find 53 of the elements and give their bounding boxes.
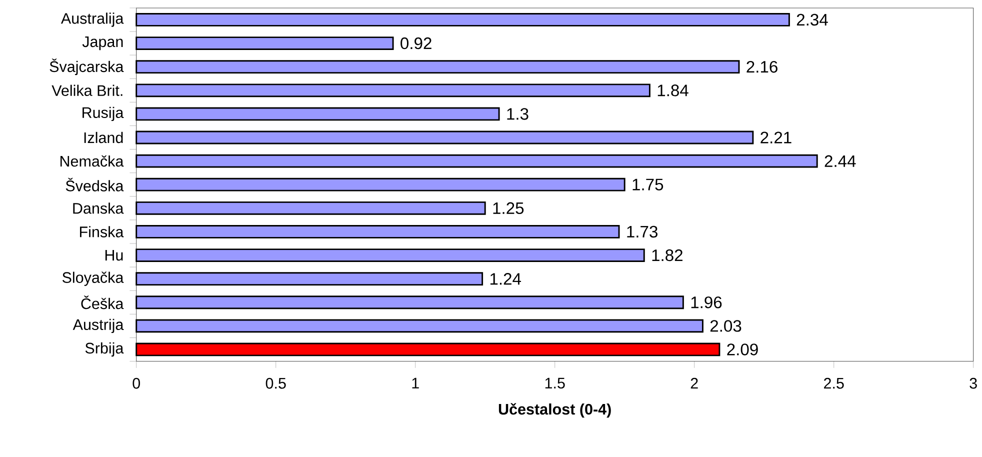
x-tick-label: 1 <box>412 378 419 388</box>
data-label: 2.16 <box>746 61 778 73</box>
x-tick-label: 2 <box>690 378 698 389</box>
bar <box>136 272 484 286</box>
x-tick-label: 3 <box>970 378 977 389</box>
bar <box>136 225 620 239</box>
y-tick-label: Švedska <box>66 178 124 192</box>
x-tick-label: 0.5 <box>266 378 286 389</box>
bar <box>136 60 740 74</box>
bar <box>136 13 790 27</box>
data-label: 1.82 <box>652 250 682 262</box>
y-tick-label: Češka <box>81 296 124 310</box>
bar <box>136 202 486 215</box>
bar <box>136 107 500 121</box>
data-label: 1.3 <box>507 108 528 120</box>
data-label: 2.21 <box>760 132 792 144</box>
x-tick-label: 0 <box>132 378 140 389</box>
y-tick-label: Danska <box>73 202 124 214</box>
y-tick-label: Izland <box>84 132 123 144</box>
data-label: 2.03 <box>710 320 742 332</box>
bar <box>136 154 818 168</box>
data-label: 1.96 <box>691 296 722 308</box>
y-tick-label: Hu <box>105 250 123 261</box>
y-tick-label: Finska <box>80 226 124 238</box>
bar <box>136 248 645 262</box>
x-tick-label: 2.5 <box>824 378 844 389</box>
y-tick-label: Velika Brit. <box>52 84 122 96</box>
bar <box>136 36 394 50</box>
y-tick-label: Rusija <box>82 106 124 122</box>
y-tick-label: Sloyačka <box>62 272 124 286</box>
data-label: 1.24 <box>490 273 522 285</box>
y-tick-label: Japan <box>82 36 123 50</box>
bar <box>136 84 650 98</box>
bar <box>136 319 704 333</box>
bar <box>136 130 754 144</box>
bar <box>136 296 684 310</box>
data-label: 0.92 <box>400 38 432 50</box>
x-axis-title: Učestalost (0-4) <box>498 403 611 418</box>
data-label: 2.34 <box>796 14 828 26</box>
data-label: 1.73 <box>627 226 658 238</box>
bar <box>136 178 626 192</box>
x-tick-label: 1.5 <box>545 378 565 389</box>
y-tick-label: Australija <box>60 12 124 27</box>
data-label: 1.25 <box>493 202 524 214</box>
bar <box>136 342 720 356</box>
y-tick-label: Švajcarska <box>50 58 124 76</box>
y-tick-label: Austrija <box>72 318 124 334</box>
data-label: 1.75 <box>632 178 664 190</box>
y-tick-label: Srbija <box>85 342 124 357</box>
data-label: 1.84 <box>658 84 688 96</box>
data-label: 2.09 <box>727 344 758 356</box>
data-label: 2.44 <box>824 155 856 167</box>
y-tick-label: Nemačka <box>60 156 124 167</box>
